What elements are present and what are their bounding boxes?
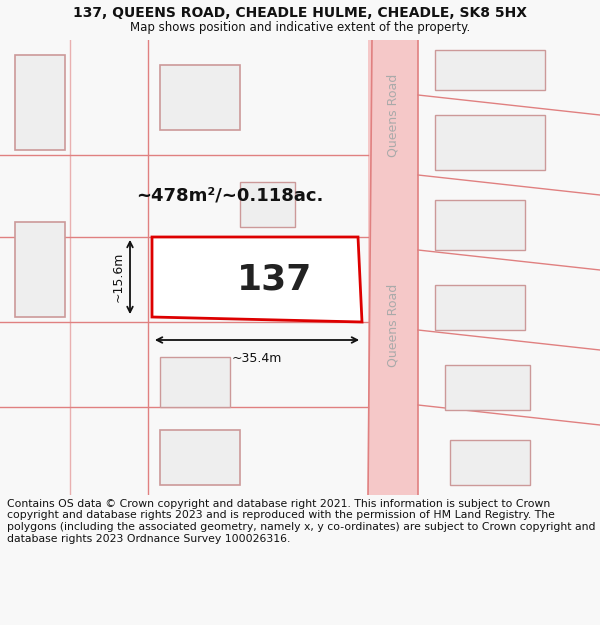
Text: ~478m²/~0.118ac.: ~478m²/~0.118ac. [136,186,323,204]
Polygon shape [152,237,362,322]
Bar [435,50,545,90]
Bar [160,430,240,485]
Text: 137, QUEENS ROAD, CHEADLE HULME, CHEADLE, SK8 5HX: 137, QUEENS ROAD, CHEADLE HULME, CHEADLE… [73,6,527,20]
Bar [435,200,525,250]
Text: Map shows position and indicative extent of the property.: Map shows position and indicative extent… [130,21,470,34]
Bar [435,115,545,170]
Bar [445,365,530,410]
Text: Queens Road: Queens Road [386,73,400,157]
Text: Queens Road: Queens Road [386,283,400,367]
Text: Contains OS data © Crown copyright and database right 2021. This information is : Contains OS data © Crown copyright and d… [7,499,596,544]
Bar [435,285,525,330]
Polygon shape [368,40,418,495]
Text: ~35.4m: ~35.4m [232,352,282,365]
Text: ~15.6m: ~15.6m [112,252,125,302]
Bar [15,55,65,150]
Bar [450,440,530,485]
Text: 137: 137 [238,262,313,296]
Bar [15,222,65,317]
Bar [160,65,240,130]
Bar [240,182,295,227]
Bar [160,357,230,407]
